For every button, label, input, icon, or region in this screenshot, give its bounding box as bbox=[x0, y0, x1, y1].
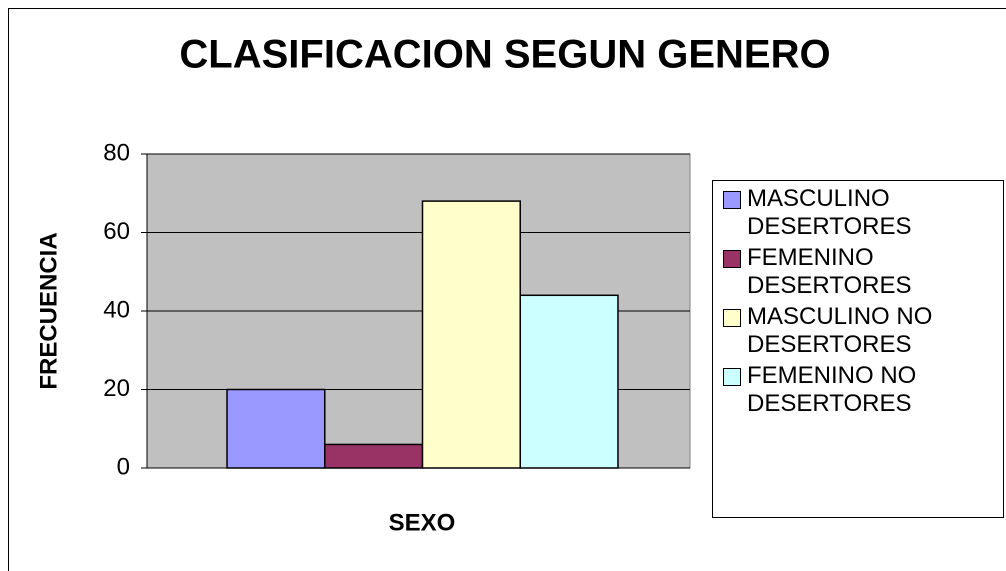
legend-label: MASCULINO DESERTORES bbox=[747, 185, 912, 240]
legend: MASCULINO DESERTORES FEMENINO DESERTORES M… bbox=[712, 180, 1004, 518]
legend-swatch bbox=[723, 309, 741, 327]
bar bbox=[519, 294, 619, 469]
y-axis-label: FRECUENCIA bbox=[35, 232, 62, 389]
legend-swatch bbox=[723, 250, 741, 268]
y-tick-label: 40 bbox=[103, 296, 130, 323]
legend-label: FEMENINO NO DESERTORES bbox=[747, 362, 917, 417]
legend-item: MASCULINO DESERTORES bbox=[723, 185, 1003, 241]
legend-label: FEMENINO DESERTORES bbox=[747, 244, 912, 299]
bar bbox=[226, 388, 326, 469]
y-tick-label: 0 bbox=[117, 453, 130, 480]
legend-label: MASCULINO NO DESERTORES bbox=[747, 303, 933, 358]
bar bbox=[324, 443, 424, 469]
y-tick-label: 60 bbox=[103, 218, 130, 245]
legend-swatch bbox=[723, 191, 741, 209]
y-tick-label: 80 bbox=[103, 139, 130, 166]
legend-swatch bbox=[723, 368, 741, 386]
legend-item: FEMENINO DESERTORES bbox=[723, 244, 1003, 300]
x-axis-label: SEXO bbox=[389, 509, 456, 536]
chart-title: CLASIFICACION SEGUN GENERO bbox=[179, 33, 830, 77]
y-tick-label: 20 bbox=[103, 375, 130, 402]
bar bbox=[421, 200, 521, 469]
legend-item: MASCULINO NO DESERTORES bbox=[723, 303, 1003, 359]
legend-item: FEMENINO NO DESERTORES bbox=[723, 362, 1003, 418]
